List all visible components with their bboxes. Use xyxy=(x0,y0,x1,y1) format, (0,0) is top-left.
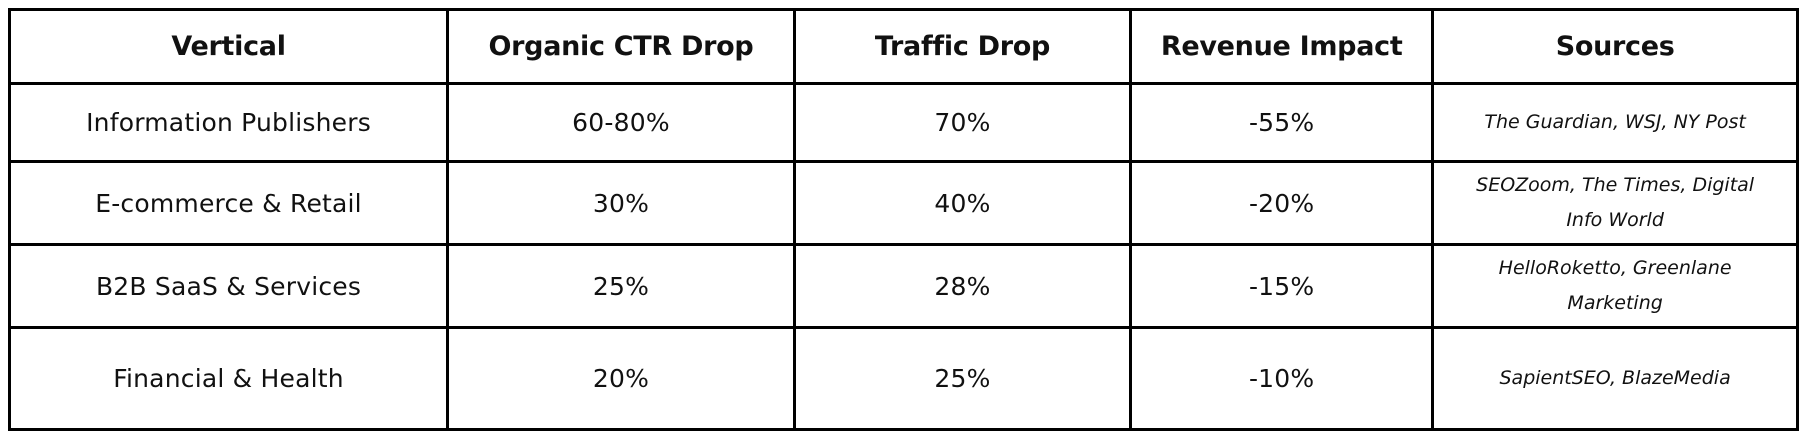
cell-sources: HelloRoketto, Greenlane Marketing xyxy=(1431,243,1799,329)
sources-line: SapientSEO, BlazeMedia xyxy=(1499,366,1731,389)
sources-line: Marketing xyxy=(1567,292,1663,314)
cell-revenue-impact: -15% xyxy=(1129,243,1435,329)
cell-vertical: B2B SaaS & Services xyxy=(7,243,450,329)
cell-vertical: Financial & Health xyxy=(7,326,450,431)
cell-vertical: E-commerce & Retail xyxy=(7,160,450,246)
table-row-information-publishers: Information Publishers 60-80% 70% -55% T… xyxy=(7,82,1799,163)
cell-traffic-drop: 40% xyxy=(792,160,1133,246)
table-row-ecommerce-retail: E-commerce & Retail 30% 40% -20% SEOZoom… xyxy=(7,160,1799,246)
sources-line: HelloRoketto, Greenlane xyxy=(1498,256,1732,279)
cell-sources: SEOZoom, The Times, Digital Info World xyxy=(1431,160,1799,246)
table-row-financial-health: Financial & Health 20% 25% -10% SapientS… xyxy=(7,326,1799,431)
sources-line: Info World xyxy=(1566,209,1664,231)
cell-revenue-impact: -10% xyxy=(1129,326,1435,431)
cell-organic-ctr-drop: 20% xyxy=(446,326,796,431)
sources-line: The Guardian, WSJ, NY Post xyxy=(1484,110,1746,133)
sources-line: SEOZoom, The Times, Digital xyxy=(1476,173,1755,196)
cell-organic-ctr-drop: 60-80% xyxy=(446,82,796,163)
cell-sources: The Guardian, WSJ, NY Post xyxy=(1431,82,1799,163)
cell-sources: SapientSEO, BlazeMedia xyxy=(1431,326,1799,431)
cell-revenue-impact: -20% xyxy=(1129,160,1435,246)
header-cell-traffic-drop: Traffic Drop xyxy=(792,8,1133,85)
table-header-row: Vertical Organic CTR Drop Traffic Drop R… xyxy=(7,8,1799,85)
cell-traffic-drop: 70% xyxy=(792,82,1133,163)
cell-traffic-drop: 28% xyxy=(792,243,1133,329)
cell-traffic-drop: 25% xyxy=(792,326,1133,431)
cell-organic-ctr-drop: 30% xyxy=(446,160,796,246)
header-cell-organic-ctr-drop: Organic CTR Drop xyxy=(446,8,796,85)
data-table: Vertical Organic CTR Drop Traffic Drop R… xyxy=(7,8,1799,431)
header-cell-revenue-impact: Revenue Impact xyxy=(1129,8,1435,85)
cell-revenue-impact: -55% xyxy=(1129,82,1435,163)
header-cell-sources: Sources xyxy=(1431,8,1799,85)
header-cell-vertical: Vertical xyxy=(7,8,450,85)
cell-vertical: Information Publishers xyxy=(7,82,450,163)
verticals-impact-table: Vertical Organic CTR Drop Traffic Drop R… xyxy=(7,8,1799,431)
cell-organic-ctr-drop: 25% xyxy=(446,243,796,329)
table-row-b2b-saas-services: B2B SaaS & Services 25% 28% -15% HelloRo… xyxy=(7,243,1799,329)
